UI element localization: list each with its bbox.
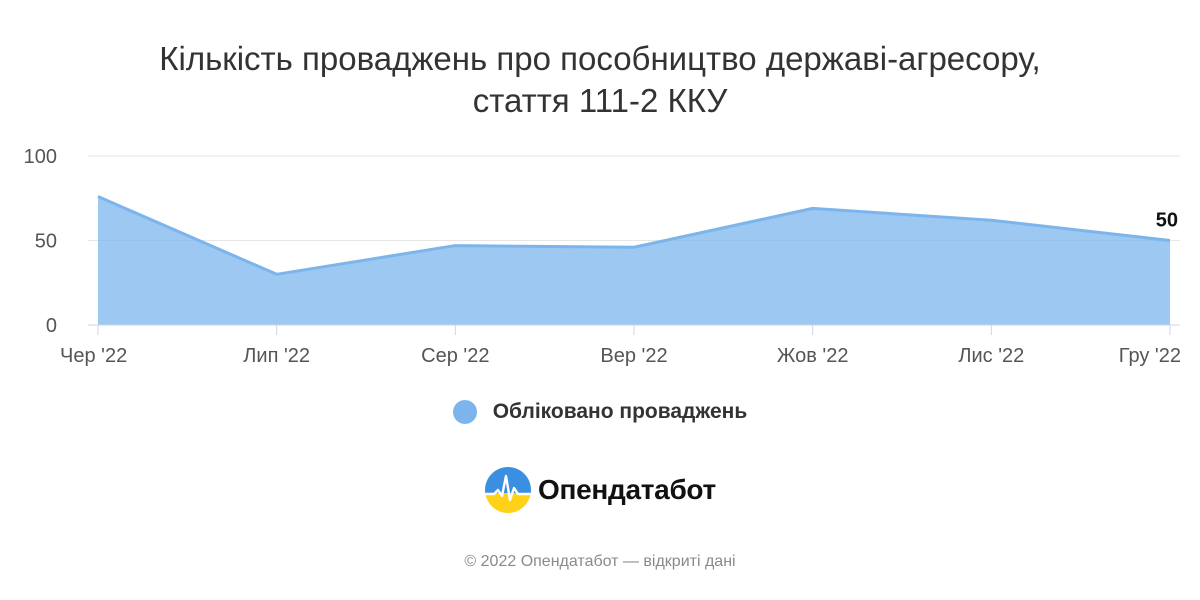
x-tick-label: Жов '22 [777, 345, 849, 367]
x-tick-label: Лип '22 [243, 345, 310, 367]
x-tick-label: Вер '22 [600, 345, 667, 367]
brand-logo: Опендатабот [0, 466, 1200, 514]
legend-label: Обліковано проваджень [492, 400, 748, 423]
legend: Обліковано проваджень [0, 400, 1200, 424]
chart-title: Кількість проваджень про пособництво дер… [60, 38, 1140, 122]
chart-title-line-2: стаття 111-2 ККУ [472, 82, 728, 119]
y-tick-label: 50 [35, 231, 57, 253]
series-area-fill [98, 196, 1170, 325]
logo-text: Опендатабот [538, 474, 716, 505]
x-tick-label: Чер '22 [60, 345, 127, 367]
footer-copyright: © 2022 Опендатабот — відкриті дані [464, 553, 736, 570]
x-tick-label: Сер '22 [421, 345, 489, 367]
x-tick-label: Лис '22 [958, 345, 1024, 367]
y-axis-labels: 0 50 100 [24, 146, 57, 337]
x-tick-label: Гру '22 [1119, 345, 1181, 367]
x-axis [88, 324, 1180, 335]
series-area [97, 195, 1171, 325]
data-labels: 50 [1156, 210, 1178, 232]
chart-title-line-1: Кількість проваджень про пособництво дер… [159, 40, 1041, 77]
area-chart: 0 50 100 Чер '22 Лип '22 Сер '22 Вер '22 Жов '… [24, 146, 1181, 367]
legend-item-series[interactable]: Обліковано проваджень [452, 400, 748, 424]
opendatabot-logo-icon [485, 467, 532, 513]
data-label: 50 [1156, 210, 1178, 232]
x-axis-labels: Чер '22 Лип '22 Сер '22 Вер '22 Жов '22 Лис '… [60, 345, 1181, 367]
y-tick-label: 100 [24, 146, 57, 168]
y-tick-label: 0 [46, 315, 57, 337]
legend-marker [452, 400, 477, 424]
